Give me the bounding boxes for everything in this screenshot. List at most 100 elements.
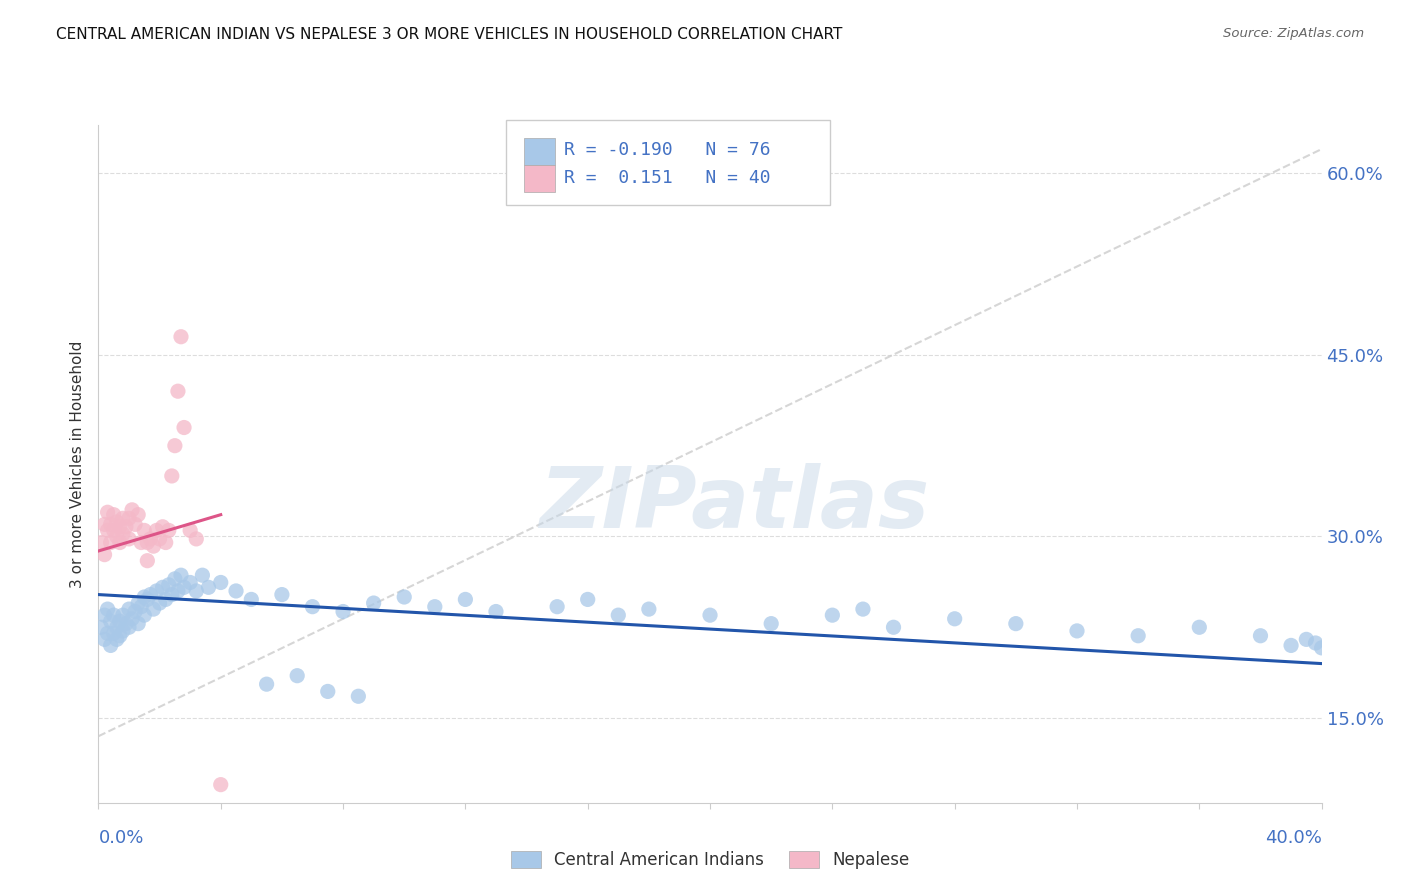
Point <box>118 620 141 634</box>
Point <box>111 624 134 638</box>
Point <box>108 535 131 549</box>
Point <box>127 616 149 631</box>
Point <box>145 524 167 538</box>
Point <box>943 612 966 626</box>
Point <box>124 605 146 619</box>
Point <box>155 592 177 607</box>
Point <box>129 599 152 614</box>
Point <box>105 620 128 634</box>
Point <box>285 669 308 683</box>
Point <box>454 592 477 607</box>
Point <box>167 384 190 399</box>
Point <box>170 330 193 344</box>
Point <box>93 608 115 623</box>
Point <box>115 616 138 631</box>
Point <box>173 420 195 434</box>
Point <box>209 575 232 590</box>
Point <box>103 608 125 623</box>
Point <box>100 639 122 653</box>
Point <box>1305 636 1327 650</box>
Point <box>607 608 630 623</box>
Point <box>97 524 120 538</box>
Point <box>149 532 172 546</box>
Point <box>1295 632 1317 647</box>
Point <box>136 535 159 549</box>
Point <box>118 511 141 525</box>
Point <box>118 602 141 616</box>
Text: CENTRAL AMERICAN INDIAN VS NEPALESE 3 OR MORE VEHICLES IN HOUSEHOLD CORRELATION : CENTRAL AMERICAN INDIAN VS NEPALESE 3 OR… <box>56 27 842 42</box>
Point <box>134 524 156 538</box>
Point <box>256 677 278 691</box>
Point <box>485 605 508 619</box>
Point <box>103 626 125 640</box>
Point <box>136 554 159 568</box>
Point <box>103 508 125 522</box>
Point <box>170 568 193 582</box>
Point <box>160 588 183 602</box>
Point <box>209 778 232 792</box>
Point <box>100 535 122 549</box>
Point <box>97 626 120 640</box>
Point <box>173 580 195 594</box>
Point <box>108 614 131 628</box>
Point <box>97 602 120 616</box>
Point <box>134 608 156 623</box>
Text: 0.0%: 0.0% <box>98 829 143 847</box>
Point <box>108 520 131 534</box>
Text: R = -0.190   N = 76: R = -0.190 N = 76 <box>564 141 770 159</box>
Point <box>163 439 186 453</box>
Point <box>121 612 143 626</box>
Point <box>363 596 385 610</box>
Point <box>179 575 201 590</box>
Point <box>332 605 354 619</box>
Y-axis label: 3 or more Vehicles in Household: 3 or more Vehicles in Household <box>70 340 86 588</box>
Point <box>1066 624 1088 638</box>
Point <box>883 620 905 634</box>
Point <box>821 608 844 623</box>
Point <box>93 548 115 562</box>
Point <box>186 584 208 599</box>
Point <box>139 532 162 546</box>
Point <box>576 592 599 607</box>
Text: Source: ZipAtlas.com: Source: ZipAtlas.com <box>1223 27 1364 40</box>
Point <box>155 535 177 549</box>
Point <box>167 584 190 599</box>
Point <box>1249 629 1271 643</box>
Point <box>759 616 782 631</box>
Point <box>1188 620 1211 634</box>
Point <box>152 580 174 594</box>
Point <box>142 539 165 553</box>
Point <box>186 532 208 546</box>
Point <box>90 620 112 634</box>
Text: 40.0%: 40.0% <box>1265 829 1322 847</box>
Point <box>100 614 122 628</box>
Point <box>134 590 156 604</box>
Point <box>347 690 370 704</box>
Point <box>145 584 167 599</box>
Point <box>179 524 201 538</box>
Point <box>127 508 149 522</box>
Point <box>97 505 120 519</box>
Point <box>108 629 131 643</box>
Point <box>699 608 721 623</box>
Point <box>93 517 115 532</box>
Point <box>129 535 152 549</box>
Point <box>160 469 183 483</box>
Point <box>93 632 115 647</box>
Point <box>163 572 186 586</box>
Point <box>1310 640 1333 655</box>
Point <box>225 584 247 599</box>
Point <box>1004 616 1026 631</box>
Point <box>423 599 446 614</box>
Point <box>1128 629 1150 643</box>
Point <box>301 599 323 614</box>
Point <box>124 517 146 532</box>
Point <box>105 632 128 647</box>
Point <box>121 503 143 517</box>
Point <box>1279 639 1302 653</box>
Legend: Central American Indians, Nepalese: Central American Indians, Nepalese <box>503 845 917 876</box>
Point <box>90 535 112 549</box>
Point <box>115 520 138 534</box>
Point <box>139 588 162 602</box>
Point <box>111 527 134 541</box>
